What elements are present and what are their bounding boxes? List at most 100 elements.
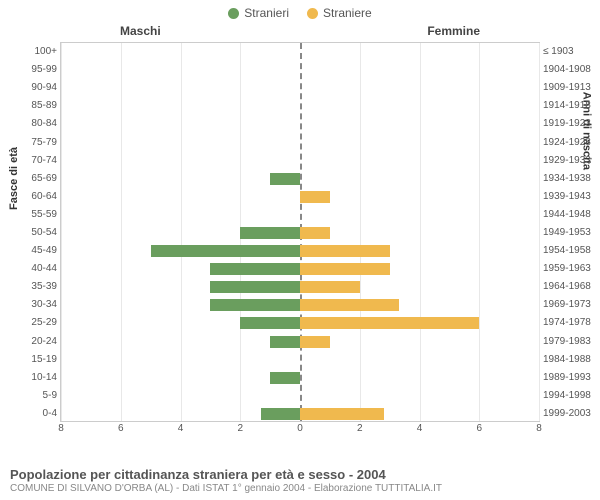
ytick-age: 25-29: [31, 317, 61, 328]
title-male: Maschi: [120, 24, 161, 38]
age-row: 30-341969-1973: [61, 296, 539, 314]
x-tick: 8: [58, 423, 64, 434]
ytick-age: 5-9: [43, 390, 61, 401]
ytick-birth: 1904-1908: [539, 64, 591, 75]
age-row: 80-841919-1923: [61, 115, 539, 133]
age-row: 40-441959-1963: [61, 260, 539, 278]
x-tick: 6: [118, 423, 124, 434]
bar-male: [210, 263, 300, 275]
ytick-birth: 1979-1983: [539, 336, 591, 347]
ytick-birth: 1939-1943: [539, 191, 591, 202]
ytick-birth: 1954-1958: [539, 245, 591, 256]
bar-female: [300, 299, 399, 311]
ytick-age: 75-79: [31, 137, 61, 148]
legend: Stranieri Straniere: [0, 0, 600, 20]
ytick-age: 15-19: [31, 354, 61, 365]
bar-female: [300, 281, 360, 293]
bar-male: [240, 317, 300, 329]
ytick-age: 90-94: [31, 82, 61, 93]
ytick-age: 55-59: [31, 209, 61, 220]
legend-female-label: Straniere: [323, 6, 372, 20]
bar-male: [240, 227, 300, 239]
legend-male-label: Stranieri: [244, 6, 289, 20]
footer-subtitle: COMUNE DI SILVANO D'ORBA (AL) - Dati IST…: [10, 483, 590, 494]
ytick-birth: 1984-1988: [539, 354, 591, 365]
ytick-age: 65-69: [31, 173, 61, 184]
age-row: 70-741929-1933: [61, 152, 539, 170]
x-tick: 8: [536, 423, 542, 434]
ytick-age: 0-4: [43, 408, 61, 419]
footer-title: Popolazione per cittadinanza straniera p…: [10, 467, 590, 482]
age-row: 20-241979-1983: [61, 333, 539, 351]
bar-male: [270, 336, 300, 348]
ytick-birth: 1914-1918: [539, 100, 591, 111]
age-row: 15-191984-1988: [61, 351, 539, 369]
ytick-birth: 1989-1993: [539, 372, 591, 383]
swatch-female: [307, 8, 318, 19]
x-tick: 2: [237, 423, 243, 434]
ytick-age: 45-49: [31, 245, 61, 256]
age-row: 65-691934-1938: [61, 170, 539, 188]
age-row: 0-41999-2003: [61, 405, 539, 423]
ytick-birth: 1964-1968: [539, 281, 591, 292]
age-row: 50-541949-1953: [61, 224, 539, 242]
ytick-age: 30-34: [31, 299, 61, 310]
age-row: 85-891914-1918: [61, 97, 539, 115]
population-pyramid-chart: 864202468 100+≤ 190395-991904-190890-941…: [60, 42, 540, 422]
ytick-age: 100+: [34, 46, 61, 57]
bar-female: [300, 408, 384, 420]
age-row: 75-791924-1928: [61, 133, 539, 151]
x-axis: 864202468: [61, 421, 539, 439]
age-row: 10-141989-1993: [61, 369, 539, 387]
chart-footer: Popolazione per cittadinanza straniera p…: [10, 467, 590, 494]
legend-female: Straniere: [307, 6, 372, 20]
age-row: 35-391964-1968: [61, 278, 539, 296]
ytick-age: 60-64: [31, 191, 61, 202]
bar-female: [300, 245, 390, 257]
swatch-male: [228, 8, 239, 19]
ytick-birth: 1934-1938: [539, 173, 591, 184]
ytick-age: 70-74: [31, 155, 61, 166]
ytick-age: 10-14: [31, 372, 61, 383]
ytick-birth: 1969-1973: [539, 299, 591, 310]
age-row: 5-91994-1998: [61, 387, 539, 405]
yaxis-label-left: Fasce di età: [8, 147, 20, 210]
bar-male: [270, 372, 300, 384]
ytick-birth: 1924-1928: [539, 137, 591, 148]
age-row: 100+≤ 1903: [61, 43, 539, 61]
x-tick: 4: [417, 423, 423, 434]
ytick-age: 50-54: [31, 227, 61, 238]
bar-male: [151, 245, 300, 257]
age-row: 90-941909-1913: [61, 79, 539, 97]
ytick-age: 80-84: [31, 118, 61, 129]
ytick-birth: 1999-2003: [539, 408, 591, 419]
ytick-birth: ≤ 1903: [539, 46, 574, 57]
legend-male: Stranieri: [228, 6, 289, 20]
ytick-birth: 1909-1913: [539, 82, 591, 93]
age-row: 25-291974-1978: [61, 314, 539, 332]
bar-male: [261, 408, 300, 420]
bar-male: [210, 299, 300, 311]
bar-female: [300, 191, 330, 203]
title-female: Femmine: [427, 24, 480, 38]
ytick-age: 35-39: [31, 281, 61, 292]
age-row: 95-991904-1908: [61, 61, 539, 79]
x-tick: 0: [297, 423, 303, 434]
x-tick: 2: [357, 423, 363, 434]
bar-male: [270, 173, 300, 185]
column-titles: Maschi Femmine: [0, 20, 600, 38]
ytick-birth: 1959-1963: [539, 263, 591, 274]
ytick-birth: 1929-1933: [539, 155, 591, 166]
ytick-age: 95-99: [31, 64, 61, 75]
age-row: 45-491954-1958: [61, 242, 539, 260]
x-tick: 6: [476, 423, 482, 434]
bar-female: [300, 336, 330, 348]
age-row: 60-641939-1943: [61, 188, 539, 206]
ytick-age: 20-24: [31, 336, 61, 347]
ytick-age: 85-89: [31, 100, 61, 111]
ytick-age: 40-44: [31, 263, 61, 274]
bar-male: [210, 281, 300, 293]
age-row: 55-591944-1948: [61, 206, 539, 224]
ytick-birth: 1944-1948: [539, 209, 591, 220]
ytick-birth: 1919-1923: [539, 118, 591, 129]
